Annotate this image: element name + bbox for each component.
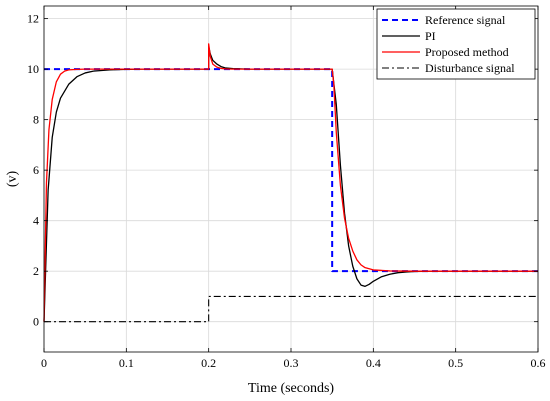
legend-entry-label: Disturbance signal (425, 61, 515, 75)
y-tick-label: 10 (27, 62, 39, 76)
y-axis-label: (v) (5, 171, 20, 188)
y-tick-label: 0 (33, 315, 39, 329)
x-tick-label: 0.1 (119, 356, 134, 370)
y-tick-label: 2 (33, 264, 39, 278)
x-tick-label: 0.5 (448, 356, 463, 370)
x-tick-label: 0.2 (201, 356, 216, 370)
legend-entry-label: Reference signal (425, 13, 506, 27)
y-tick-label: 12 (27, 12, 39, 26)
x-tick-label: 0.4 (366, 356, 381, 370)
series-group (43, 43, 538, 323)
x-axis-label: Time (seconds) (248, 381, 335, 396)
tick-group: 0 0.1 0.2 0.3 0.4 0.5 0.6 0 2 4 6 8 10 12 (27, 6, 546, 370)
series-line-proposed-method (43, 43, 538, 322)
y-tick-label: 4 (33, 214, 39, 228)
x-tick-label: 0.6 (531, 356, 546, 370)
legend: Reference signal PI Proposed method Disturb… (376, 8, 536, 80)
x-tick-label: 0 (41, 356, 47, 370)
y-tick-label: 8 (33, 113, 39, 127)
legend-entry-label: Proposed method (425, 45, 509, 59)
x-tick-label: 0.3 (284, 356, 299, 370)
y-tick-label: 6 (33, 163, 39, 177)
legend-entry-label: PI (425, 29, 436, 43)
